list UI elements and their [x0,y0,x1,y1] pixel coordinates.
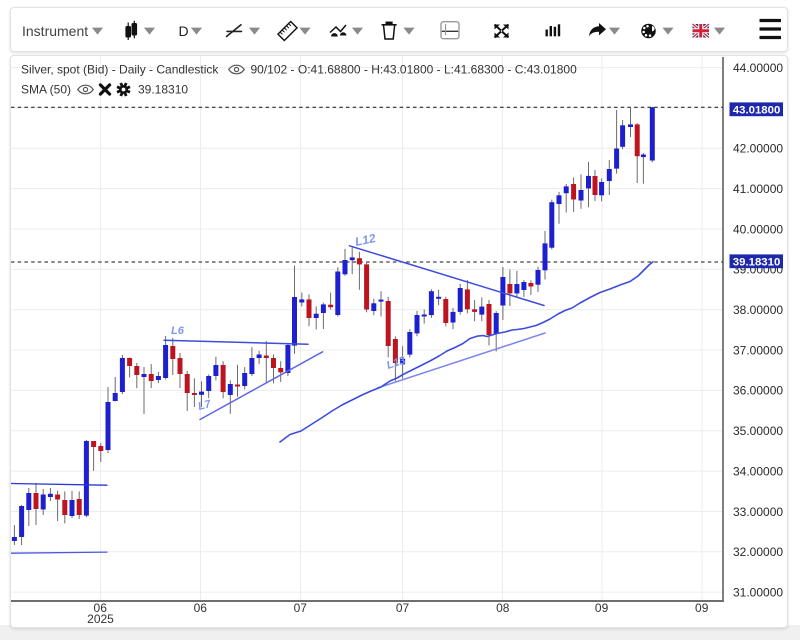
svg-text:38.00000: 38.00000 [733,303,783,317]
svg-text:31.00000: 31.00000 [733,585,783,599]
svg-text:06: 06 [94,601,108,615]
svg-text:Silver, spot (Bid) - Daily - C: Silver, spot (Bid) - Daily - Candlestick [21,63,219,77]
svg-text:40.00000: 40.00000 [733,222,783,236]
svg-text:90/102 - O:41.68800 - H:43.018: 90/102 - O:41.68800 - H:43.01800 - L:41.… [251,63,578,77]
svg-text:42.00000: 42.00000 [733,142,783,156]
svg-text:L13: L13 [385,355,407,372]
svg-text:36.00000: 36.00000 [733,384,783,398]
svg-text:Instrument: Instrument [22,23,88,39]
svg-text:34.00000: 34.00000 [733,464,783,478]
svg-text:2025: 2025 [87,612,114,626]
svg-text:35.00000: 35.00000 [733,424,783,438]
svg-text:37.00000: 37.00000 [733,343,783,357]
svg-text:44.00000: 44.00000 [733,61,783,75]
svg-text:09: 09 [695,601,709,615]
svg-text:32.00000: 32.00000 [733,545,783,559]
svg-text:09: 09 [595,601,609,615]
svg-text:D: D [179,23,189,39]
svg-text:07: 07 [294,601,308,615]
svg-text:L12: L12 [354,231,377,249]
svg-text:L6: L6 [171,325,185,337]
svg-text:33.00000: 33.00000 [733,505,783,519]
svg-text:07: 07 [396,601,410,615]
svg-text:06: 06 [194,601,208,615]
svg-text:39.18310: 39.18310 [733,257,781,269]
svg-text:41.00000: 41.00000 [733,182,783,196]
svg-text:08: 08 [496,601,510,615]
svg-text:39.18310: 39.18310 [138,83,188,97]
svg-text:SMA (50): SMA (50) [21,83,71,97]
svg-text:43.01800: 43.01800 [733,105,781,117]
svg-text:L7: L7 [197,398,213,413]
